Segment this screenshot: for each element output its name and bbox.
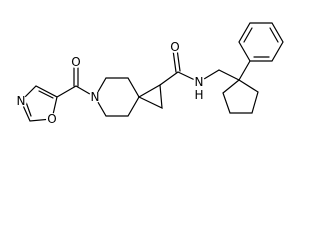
atom-label: O [47,112,56,126]
bonds [20,22,284,122]
atom-label: O [71,55,80,69]
atom-label: N [195,75,204,89]
atom-labels: O N O N O N H [15,40,205,126]
atom-label: O [170,40,179,54]
molecule-diagram: O N O N O N H [15,22,284,126]
atom-label: N [91,90,100,104]
atom-label: H [194,88,203,102]
atom-label: N [17,94,26,108]
